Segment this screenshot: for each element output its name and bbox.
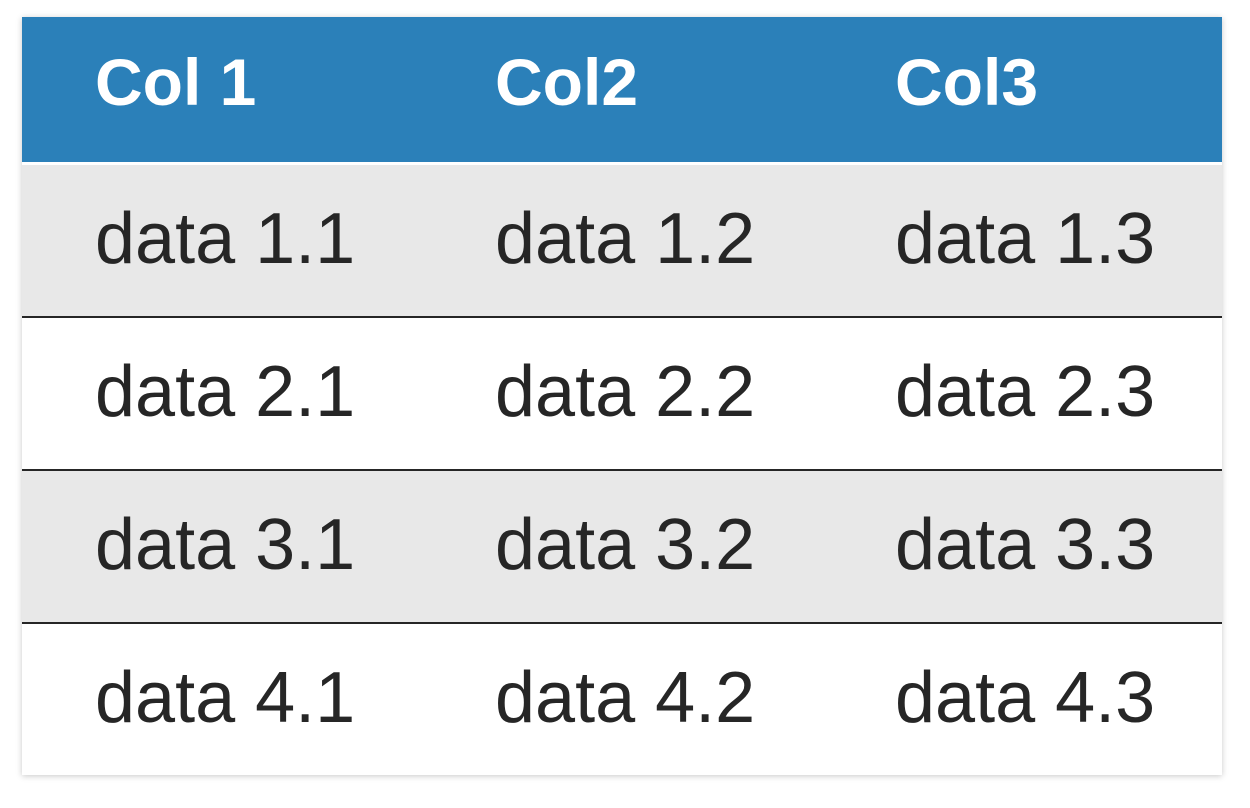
table-header: Col 1 Col2 Col3 (22, 17, 1222, 165)
table-cell: data 1.3 (822, 163, 1222, 317)
table-cell: data 4.1 (22, 623, 422, 775)
table-cell: data 2.3 (822, 317, 1222, 470)
column-header-col1: Col 1 (22, 17, 422, 165)
table-cell: data 2.1 (22, 317, 422, 470)
table-row-4: data 4.1 data 4.2 data 4.3 (22, 623, 1222, 775)
table-cell: data 1.1 (22, 163, 422, 317)
table-body: data 1.1 data 1.2 data 1.3 data 2.1 data… (22, 163, 1222, 775)
table-cell: data 2.2 (422, 317, 822, 470)
table-cell: data 4.3 (822, 623, 1222, 775)
table-cell: data 4.2 (422, 623, 822, 775)
table-cell: data 3.1 (22, 470, 422, 623)
table-row-1: data 1.1 data 1.2 data 1.3 (22, 163, 1222, 317)
header-row: Col 1 Col2 Col3 (22, 17, 1222, 165)
data-table: Col 1 Col2 Col3 data 1.1 data 1.2 data 1… (22, 17, 1222, 775)
table-cell: data 3.2 (422, 470, 822, 623)
table-cell: data 1.2 (422, 163, 822, 317)
column-header-col2: Col2 (422, 17, 822, 165)
column-header-col3: Col3 (822, 17, 1222, 165)
table-row-3: data 3.1 data 3.2 data 3.3 (22, 470, 1222, 623)
table-row-2: data 2.1 data 2.2 data 2.3 (22, 317, 1222, 470)
table-cell: data 3.3 (822, 470, 1222, 623)
